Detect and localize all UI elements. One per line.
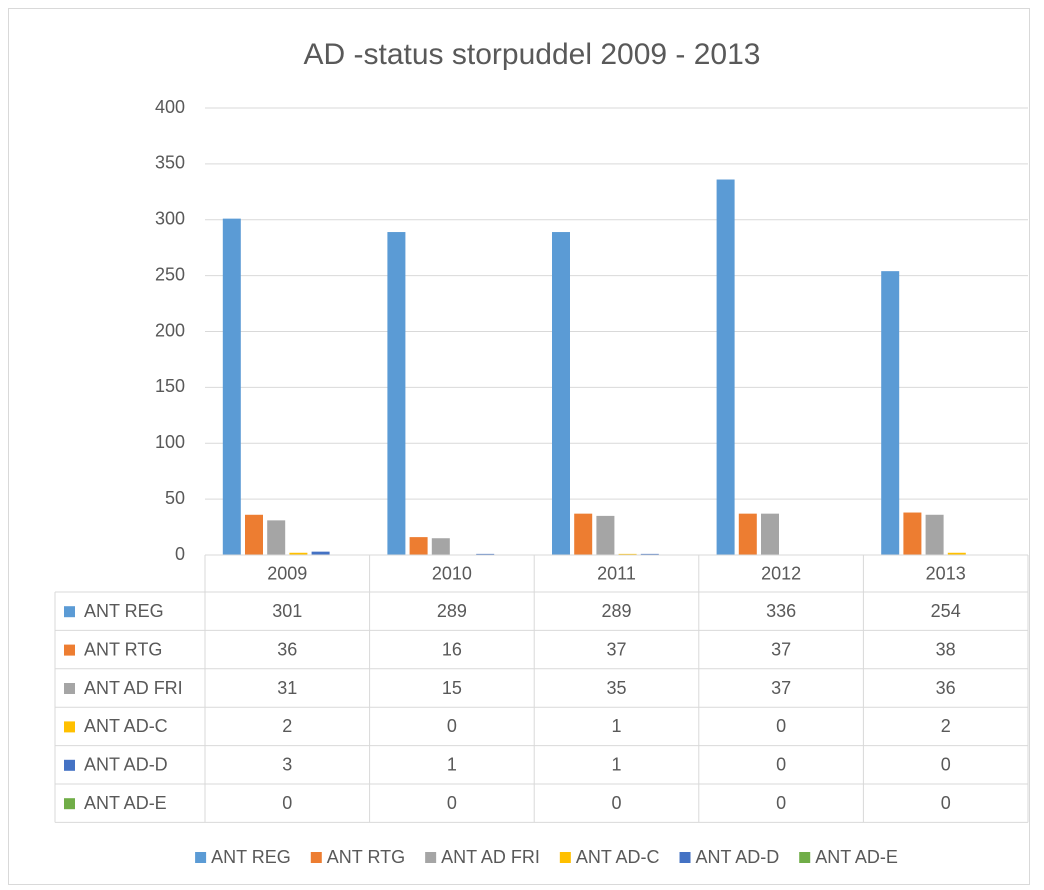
table-cell: 38 <box>936 639 956 659</box>
table-cell: 0 <box>611 793 621 813</box>
bar <box>431 538 450 555</box>
legend-label: ANT AD-D <box>696 847 780 867</box>
table-legend-key <box>64 644 75 656</box>
table-legend-key <box>64 683 75 694</box>
legend-label: ANT AD-E <box>815 847 898 867</box>
table-row-label: ANT REG <box>84 601 164 621</box>
table-legend-key <box>64 721 75 733</box>
legend-key <box>679 852 691 863</box>
table-cell: 35 <box>606 678 626 698</box>
bar <box>222 218 241 555</box>
table-cell: 1 <box>611 716 621 736</box>
table-cell: 2 <box>941 716 951 736</box>
table-row-label: ANT RTG <box>84 639 162 659</box>
legend-label: ANT AD FRI <box>441 847 540 867</box>
legend-label: ANT RTG <box>327 847 405 867</box>
bar <box>476 553 495 555</box>
bar <box>738 513 757 555</box>
bar <box>947 552 966 555</box>
chart-title: AD -status storpuddel 2009 - 2013 <box>304 38 761 71</box>
bar <box>289 552 308 555</box>
table-cell: 0 <box>941 755 951 775</box>
table-cell: 3 <box>282 755 292 775</box>
bar <box>387 232 406 556</box>
y-tick-label: 200 <box>155 320 185 340</box>
table-cell: 37 <box>606 639 626 659</box>
bar <box>761 513 779 555</box>
table-cell: 0 <box>776 755 786 775</box>
table-cell: 37 <box>771 678 791 698</box>
y-tick-label: 350 <box>155 153 185 173</box>
table-cell: 37 <box>771 639 791 659</box>
table-cell: 36 <box>936 678 956 698</box>
x-tick-label: 2011 <box>597 563 636 583</box>
bar <box>925 514 944 555</box>
bar <box>311 551 330 555</box>
table-row-label: ANT AD FRI <box>84 678 183 698</box>
y-tick-label: 0 <box>175 544 185 564</box>
legend-key <box>310 852 322 863</box>
x-tick-label: 2012 <box>761 563 801 583</box>
legend-key <box>425 852 437 863</box>
x-tick-label: 2013 <box>926 563 966 583</box>
table-cell: 1 <box>611 755 621 775</box>
table-row-label: ANT AD-C <box>84 716 168 736</box>
legend-key <box>195 852 207 863</box>
bar <box>903 512 922 555</box>
table-cell: 31 <box>277 678 297 698</box>
bar <box>716 179 735 555</box>
table-cell: 2 <box>282 716 292 736</box>
table-cell: 254 <box>931 601 961 621</box>
bar <box>409 537 428 555</box>
bar <box>267 520 286 555</box>
y-tick-label: 300 <box>155 209 185 229</box>
bar <box>574 513 593 555</box>
bar <box>640 553 659 555</box>
y-tick-label: 50 <box>165 488 185 508</box>
table-cell: 0 <box>282 793 292 813</box>
table-cell: 289 <box>437 601 467 621</box>
x-tick-label: 2010 <box>432 563 472 583</box>
y-tick-label: 150 <box>155 376 185 396</box>
table-cell: 336 <box>766 601 796 621</box>
bar <box>245 514 263 555</box>
table-row-label: ANT AD-D <box>84 755 168 775</box>
bar <box>596 515 615 555</box>
y-tick-label: 250 <box>155 264 185 284</box>
table-cell: 289 <box>601 601 631 621</box>
table-row-label: ANT AD-E <box>84 793 167 813</box>
table-legend-key <box>64 606 75 618</box>
legend-label: ANT REG <box>211 847 291 867</box>
table-cell: 0 <box>447 716 457 736</box>
y-tick-label: 100 <box>155 432 185 452</box>
x-tick-label: 2009 <box>267 563 307 583</box>
table-cell: 0 <box>776 716 786 736</box>
bar <box>618 553 637 555</box>
table-cell: 0 <box>776 793 786 813</box>
table-cell: 301 <box>272 601 302 621</box>
table-legend-key <box>64 759 75 771</box>
bar <box>881 271 900 555</box>
table-cell: 36 <box>277 639 297 659</box>
table-cell: 1 <box>447 755 457 775</box>
table-cell: 16 <box>442 639 462 659</box>
y-tick-label: 400 <box>155 97 185 117</box>
table-legend-key <box>64 798 75 810</box>
table-cell: 0 <box>941 793 951 813</box>
bar <box>552 232 570 556</box>
legend-key <box>559 852 571 863</box>
table-cell: 15 <box>442 678 462 698</box>
legend-label: ANT AD-C <box>576 847 660 867</box>
table-cell: 0 <box>447 793 457 813</box>
legend-key <box>799 852 811 863</box>
chart-border <box>8 8 1030 885</box>
